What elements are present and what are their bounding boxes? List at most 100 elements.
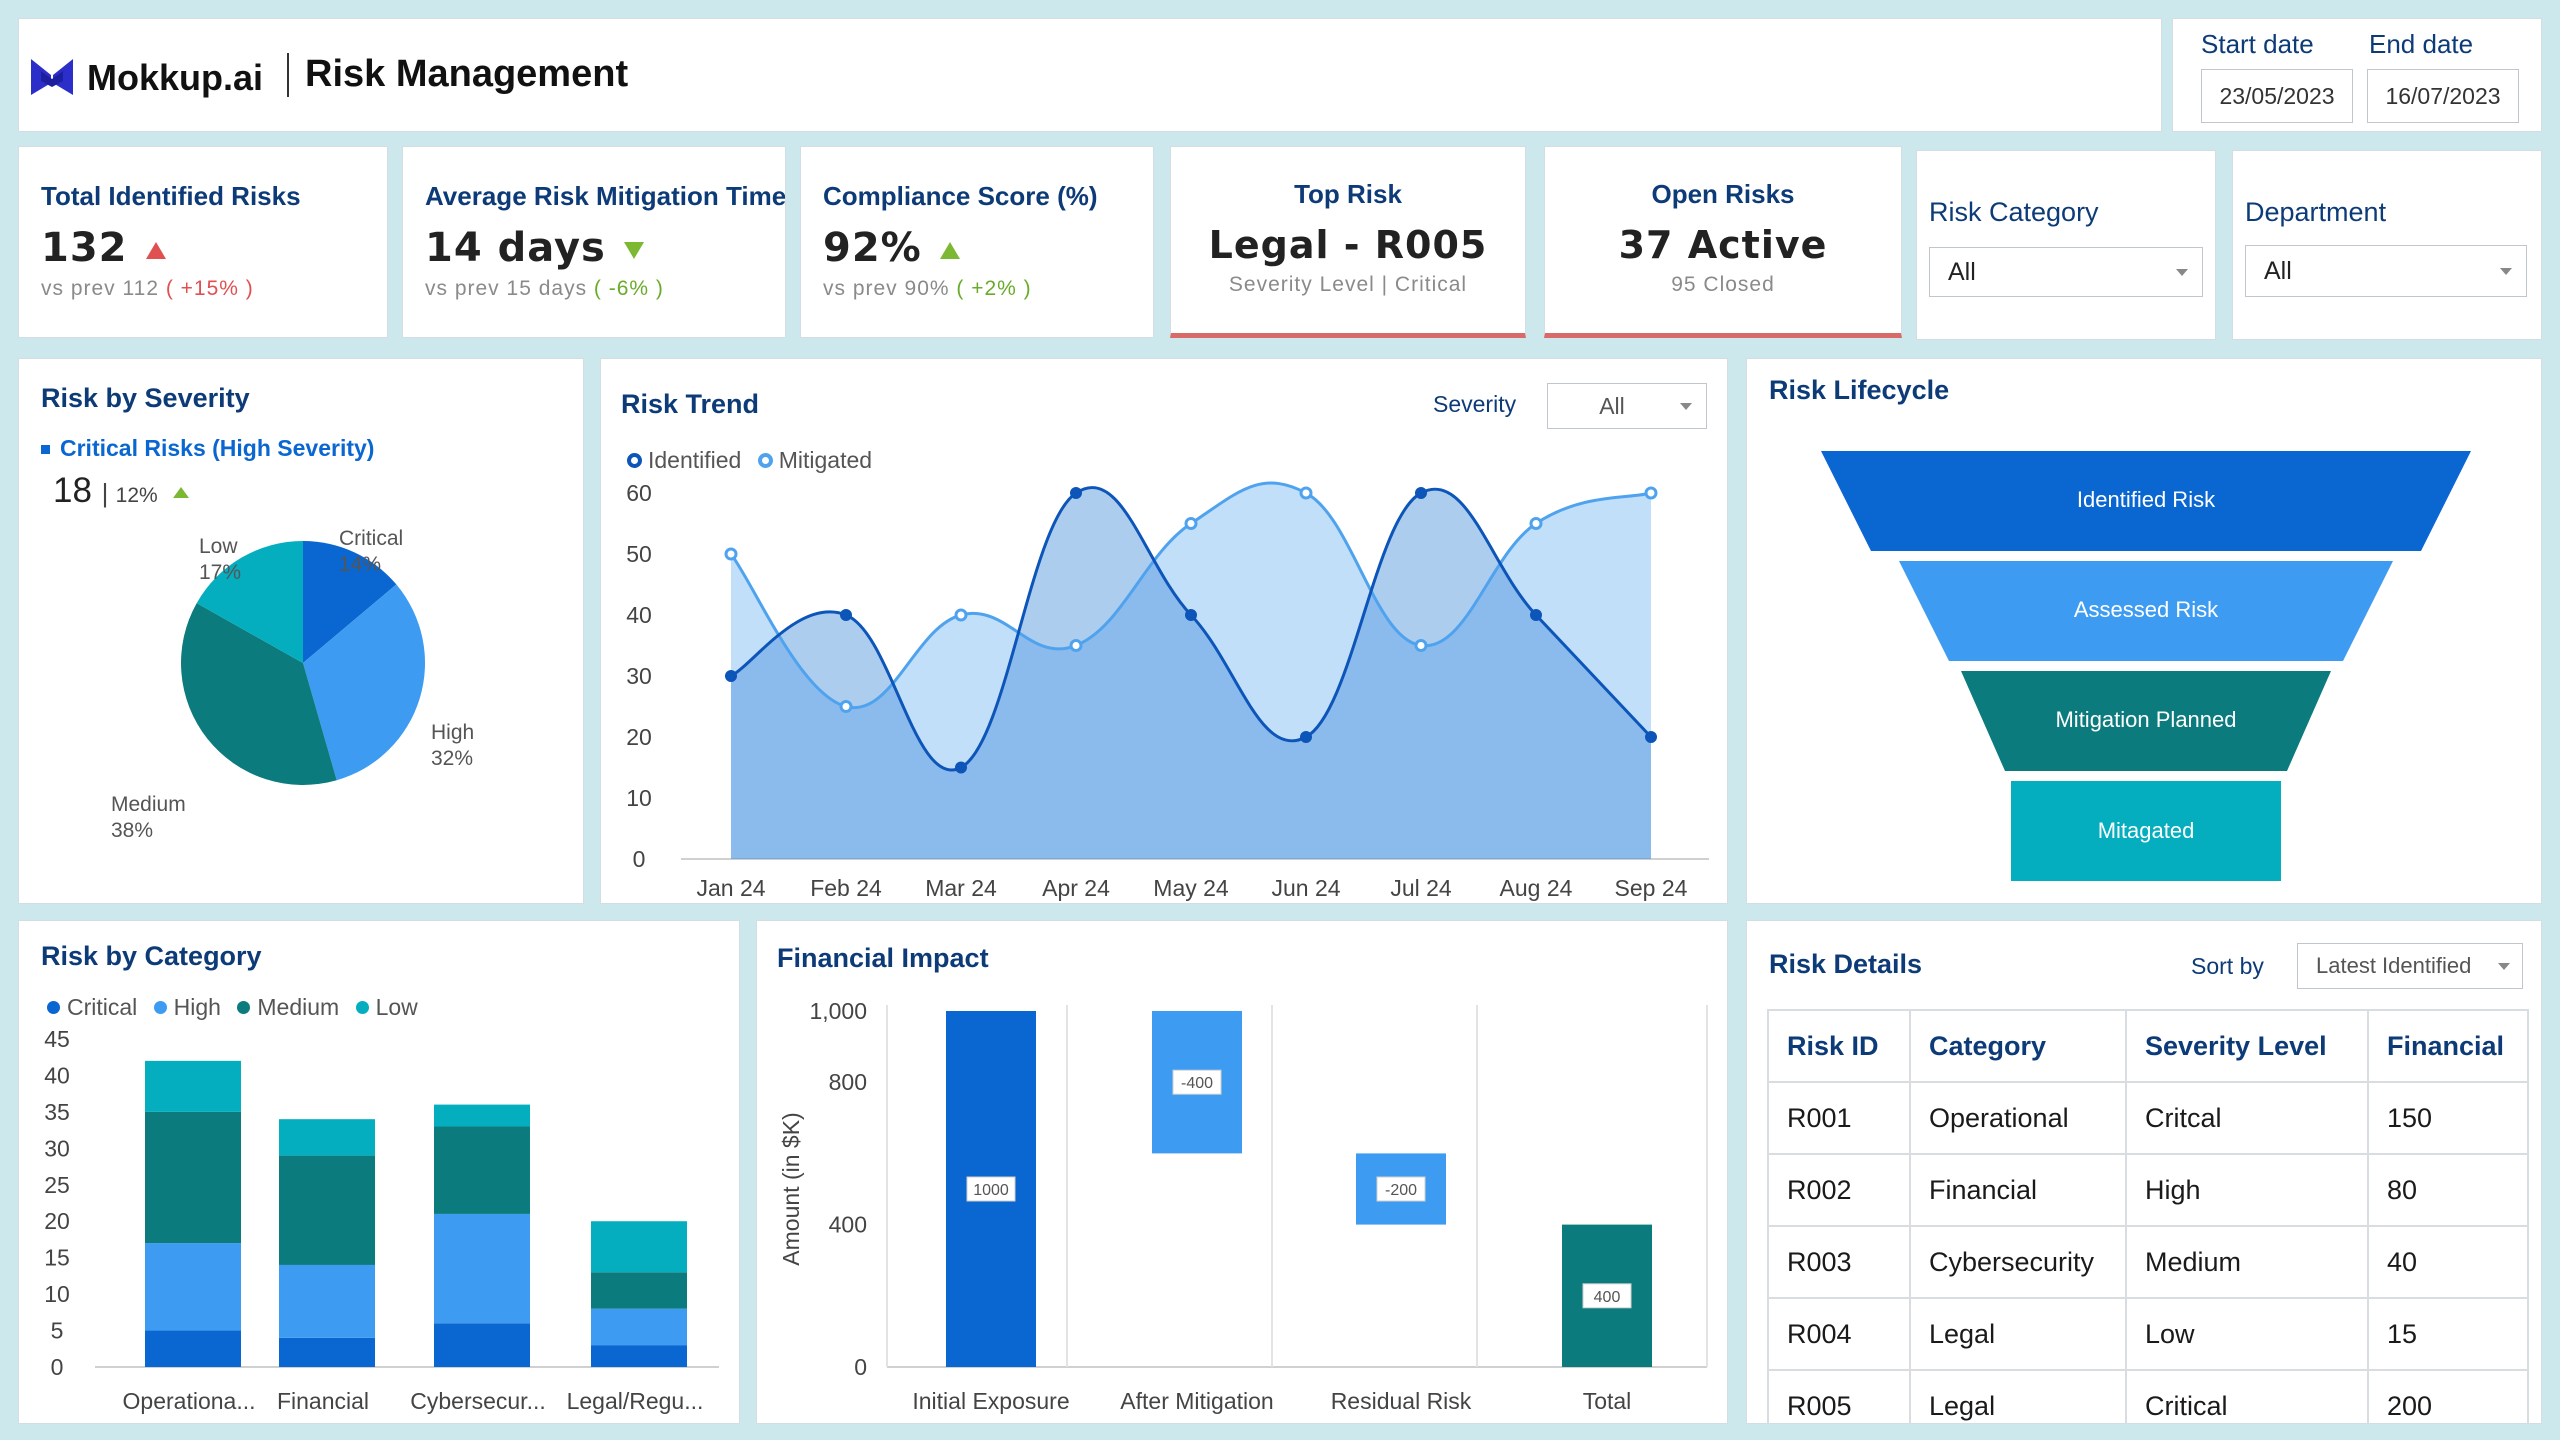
card-title: Risk by Severity — [41, 383, 250, 413]
end-date-label: End date — [2369, 29, 2474, 59]
data-label-box — [1376, 1176, 1426, 1202]
pie-percent-label: 17% — [199, 561, 241, 584]
risk-lifecycle-card: Risk Lifecycle Identified Risk Assessed … — [1746, 358, 2542, 904]
data-label-box — [1582, 1283, 1632, 1309]
brand-name[interactable]: Mokkup.ai — [87, 57, 264, 98]
department-select[interactable]: All — [2245, 245, 2527, 297]
kpi-compliance: Compliance Score (%) 92% vs prev 90% ( +… — [800, 146, 1154, 338]
y-tick-label: 30 — [44, 1135, 70, 1161]
bar-segment-critical — [591, 1345, 687, 1367]
column-header-risk-id[interactable]: Risk ID — [1767, 1009, 1911, 1083]
sort-by-select[interactable]: Latest Identified — [2297, 943, 2523, 989]
y-tick-label: 20 — [626, 724, 652, 750]
funnel-label: Mitagated — [2098, 818, 2195, 843]
bar-segment-medium — [591, 1272, 687, 1309]
legend-critical: Critical — [47, 994, 137, 1021]
risk-category-value: All — [1948, 257, 1976, 286]
start-date-input[interactable]: 23/05/2023 — [2201, 69, 2353, 123]
data-label-box — [1172, 1069, 1222, 1095]
mitigated-point — [1299, 486, 1313, 500]
mitigated-point — [1414, 639, 1428, 652]
x-tick-label: Aug 24 — [1500, 875, 1573, 901]
bar-segment-high — [145, 1243, 241, 1331]
x-tick-label: Feb 24 — [810, 875, 882, 901]
column-header-category[interactable]: Category — [1909, 1009, 2127, 1083]
table-cell: High — [2126, 1154, 2369, 1227]
funnel-label: Identified Risk — [2077, 487, 2216, 512]
identified-line — [730, 486, 1653, 772]
table-header-row: Risk ID Category Severity Level Financia… — [1767, 1009, 2529, 1083]
table-cell: Low — [2126, 1298, 2369, 1371]
table-row[interactable]: R005 Legal Critical 200 — [1767, 1370, 2529, 1423]
table-row[interactable]: R001 Operational Critcal 150 — [1767, 1082, 2529, 1155]
y-tick-label: 60 — [626, 480, 652, 506]
card-title: Risk Details — [1769, 949, 1923, 979]
department-value: All — [2264, 256, 2292, 285]
legend-high: High — [153, 994, 221, 1021]
bar-segment-medium — [434, 1126, 530, 1214]
card-title: Risk Trend — [621, 389, 760, 419]
end-date-input[interactable]: 16/07/2023 — [2367, 69, 2519, 123]
x-tick-label: Residual Risk — [1331, 1388, 1472, 1414]
y-tick-label: 25 — [44, 1172, 70, 1198]
identified-point — [1185, 609, 1197, 621]
start-date-label: Start date — [2201, 29, 2314, 59]
y-tick-label: 1,000 — [809, 998, 867, 1024]
risk-by-category-card: Risk by Category Critical High Medium Lo… — [18, 920, 740, 1424]
trend-up-icon — [173, 487, 190, 499]
kpi-label: Compliance Score (%) — [823, 181, 1098, 211]
kpi-comparison: vs prev 15 days ( -6% ) — [425, 277, 664, 300]
table-row[interactable]: R004 Legal Low 15 — [1767, 1298, 2529, 1371]
page-title: Risk Management — [305, 53, 629, 95]
risk-trend-card: Risk Trend Severity All Identified Mitig… — [600, 358, 1728, 904]
bar-segment-high — [434, 1213, 530, 1324]
table-cell: R003 — [1767, 1226, 1911, 1299]
legend-circle-icon — [757, 453, 773, 468]
table-row[interactable]: R003 Cybersecurity Medium 40 — [1767, 1226, 2529, 1299]
pie-category-label: Low — [199, 535, 238, 558]
pie-percent-label: 14% — [339, 553, 381, 576]
kpi-comparison: vs prev 90% ( +2% ) — [823, 277, 1032, 300]
bar-segment-critical — [145, 1330, 241, 1367]
chevron-down-icon — [2498, 963, 2510, 970]
data-label: 1000 — [973, 1182, 1009, 1199]
trend-legend: Identified Mitigated — [627, 447, 882, 474]
kpi-change: ( -6% ) — [593, 277, 664, 300]
risk-by-severity-card: Risk by Severity Critical Risks (High Se… — [18, 358, 584, 904]
table-cell: 15 — [2368, 1298, 2529, 1371]
pie-category-label: Medium — [111, 793, 186, 816]
risk-category-filter-card: Risk Category All — [1916, 150, 2216, 340]
department-label: Department — [2245, 197, 2387, 227]
identified-point — [1530, 609, 1542, 621]
x-tick-label: Jul 24 — [1390, 875, 1452, 901]
column-header-financial[interactable]: Financial — [2367, 1009, 2529, 1083]
lifecycle-funnel-chart: Identified Risk Assessed Risk Mitigation… — [1821, 451, 2471, 881]
severity-pie-chart: Critical 14% High 32% Medium 38% Low 17% — [111, 527, 474, 842]
legend-square-icon — [41, 445, 50, 455]
sort-by-value: Latest Identified — [2316, 953, 2472, 978]
risk-category-select[interactable]: All — [1929, 247, 2203, 297]
column-header-severity[interactable]: Severity Level — [2125, 1009, 2369, 1083]
x-tick-label: May 24 — [1153, 875, 1229, 901]
legend-mitigated: Mitigated — [757, 447, 872, 474]
table-row[interactable]: R002 Financial High 80 — [1767, 1154, 2529, 1227]
kpi-sub: 95 Closed — [1671, 273, 1775, 296]
data-label-box — [966, 1176, 1016, 1202]
category-stacked-bar-chart: 0 5 10 15 20 25 30 35 40 45 Operationa... Financial… — [44, 1026, 719, 1414]
funnel-label: Assessed Risk — [2074, 597, 2219, 622]
table-cell: Legal — [1910, 1370, 2127, 1423]
card-title: Risk by Category — [41, 941, 262, 971]
funnel-label: Mitigation Planned — [2055, 707, 2236, 732]
kpi-total-risks: Total Identified Risks 132 vs prev 112 (… — [18, 146, 388, 338]
chevron-down-icon — [1680, 403, 1692, 410]
legend-circle-icon — [627, 453, 642, 468]
y-tick-label: 0 — [854, 1354, 867, 1380]
x-tick-label: Total — [1583, 1388, 1632, 1414]
pie-slice-high — [303, 584, 426, 781]
risk-category-label: Risk Category — [1929, 197, 2099, 227]
y-tick-label: 400 — [829, 1212, 867, 1238]
legend-dot-icon — [47, 1001, 60, 1014]
table-cell: Critical — [2126, 1370, 2369, 1423]
legend-dot-icon — [153, 1001, 167, 1014]
severity-filter-select[interactable]: All — [1547, 383, 1707, 429]
